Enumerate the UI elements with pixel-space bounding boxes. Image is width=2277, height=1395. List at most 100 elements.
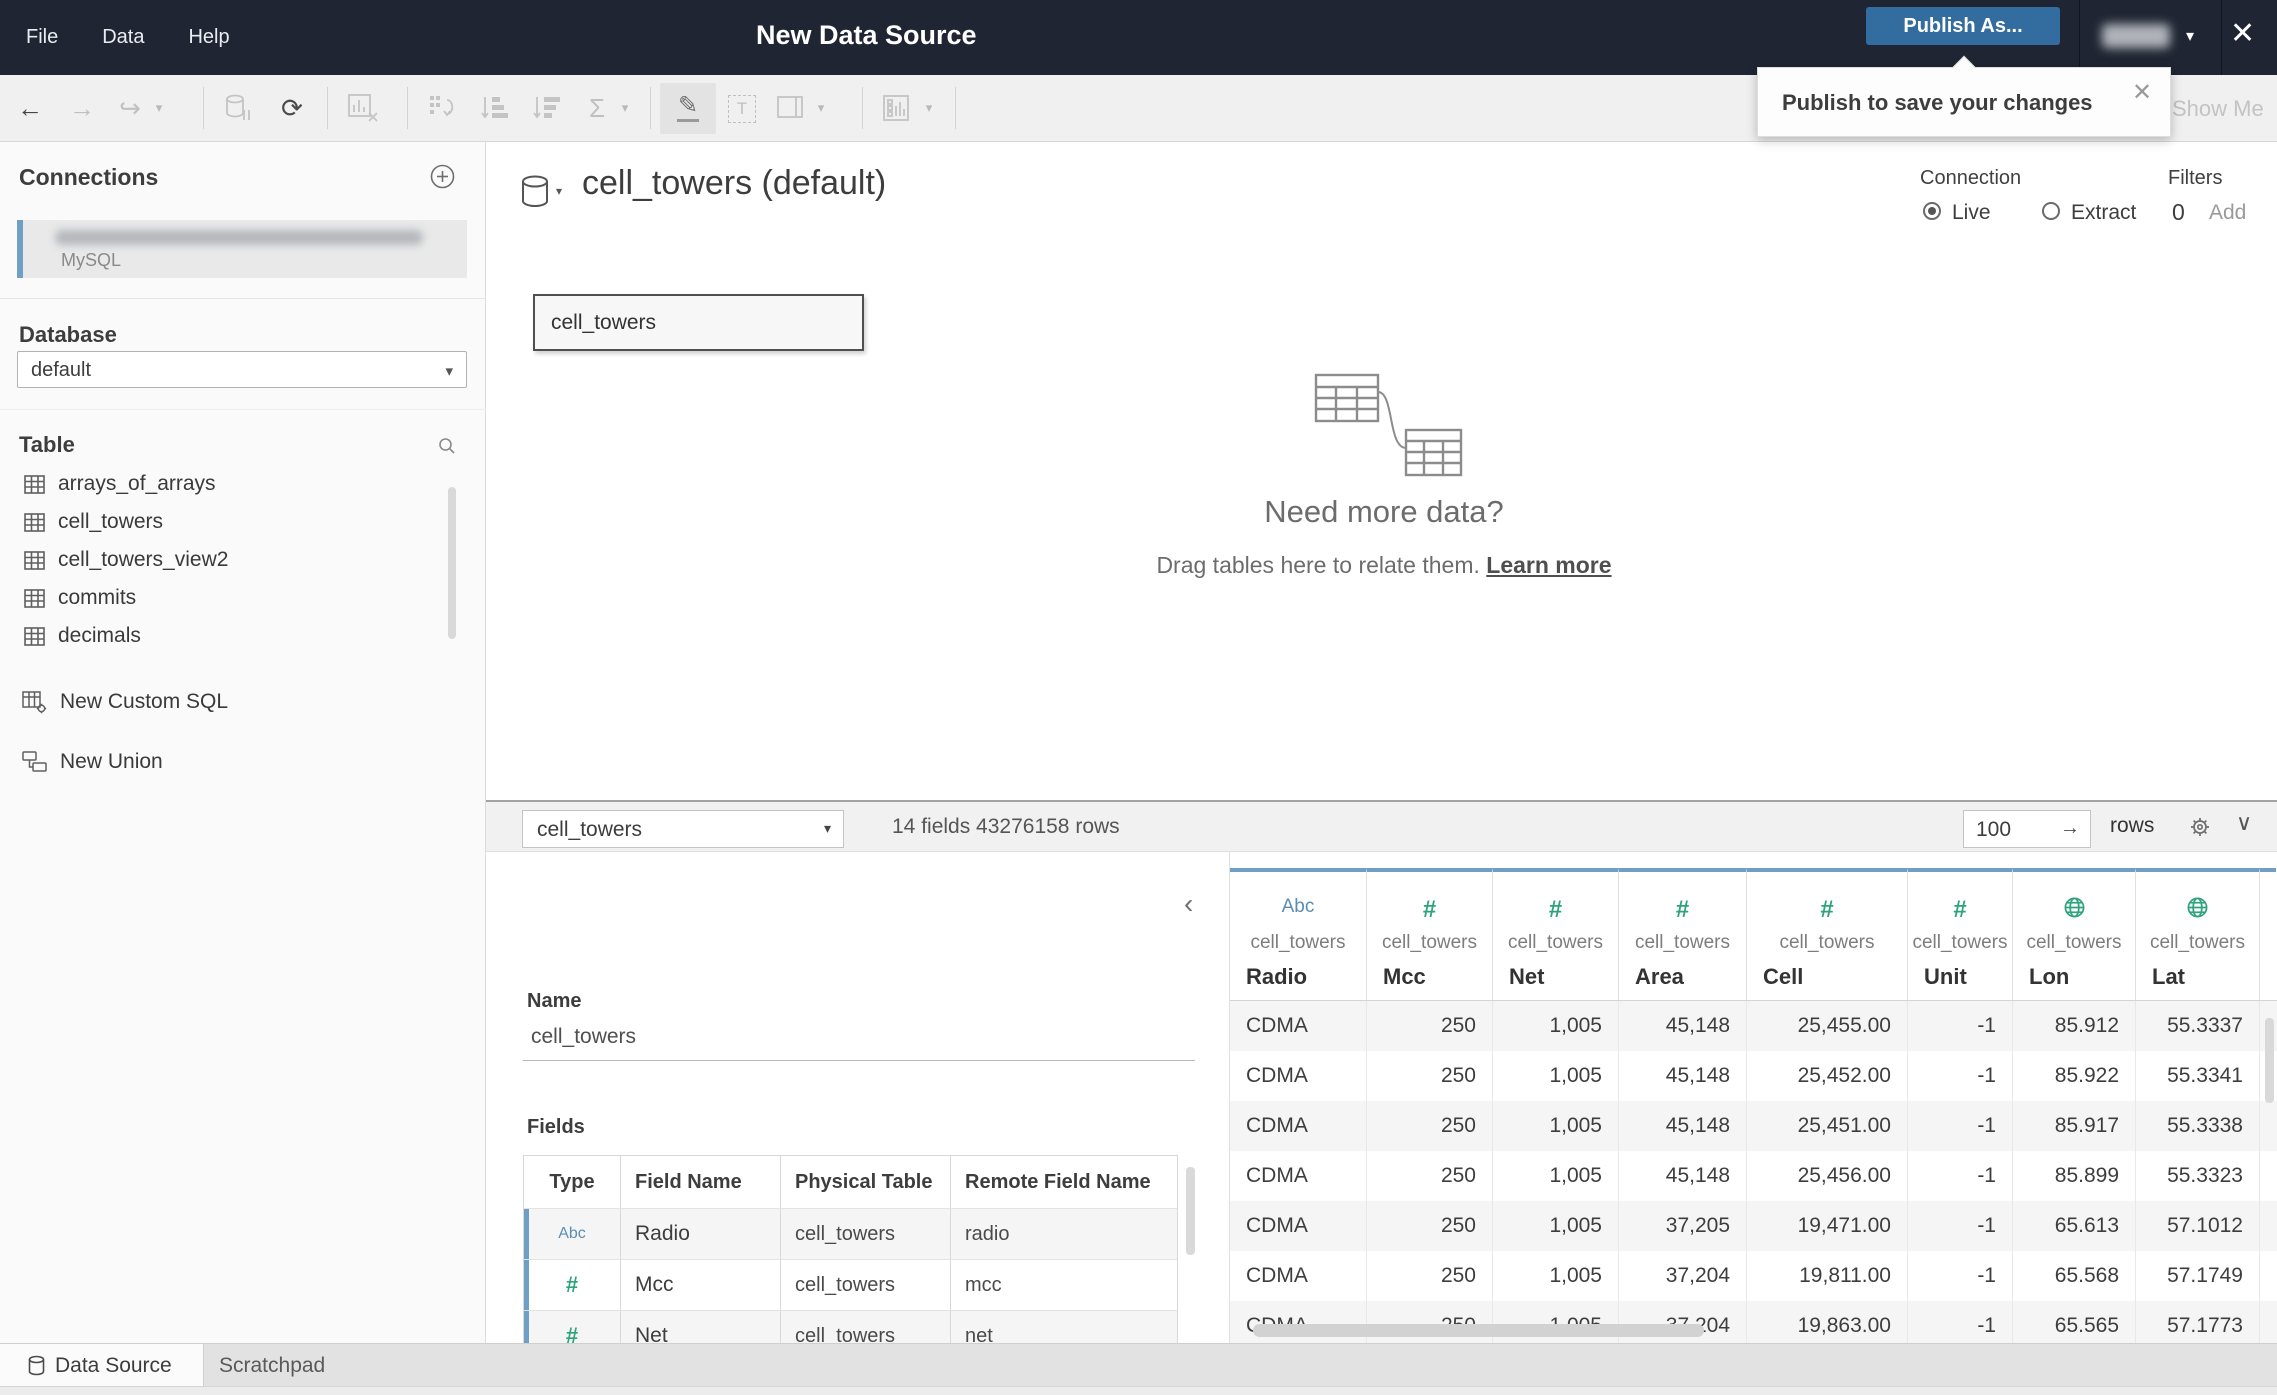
table-row: CDMA 250 1,005 45,148 25,452.00 -1 85.92… — [1230, 1051, 2277, 1101]
grid-vertical-scrollbar[interactable] — [2265, 1018, 2274, 1103]
table-node-cell_towers[interactable]: cell_towers — [533, 294, 864, 351]
sidebar-item-arrays_of_arrays[interactable]: arrays_of_arrays — [0, 465, 460, 503]
cell: 55.3337 — [2136, 1001, 2260, 1051]
status-bar — [0, 1386, 2277, 1395]
grid-column-partial — [2260, 868, 2276, 1000]
learn-more-link[interactable]: Learn more — [1486, 552, 1612, 578]
show-cards-icon[interactable] — [874, 75, 920, 141]
close-window-icon[interactable]: ✕ — [2230, 17, 2256, 50]
tab-scratchpad[interactable]: Scratchpad — [219, 1344, 325, 1387]
sidebar-item-cell_towers_view2[interactable]: cell_towers_view2 — [0, 541, 460, 579]
empty-state-message: Drag tables here to relate them. Learn m… — [1044, 552, 1724, 579]
grid-collapse-chevron-icon[interactable]: ∨ — [2236, 810, 2253, 835]
publish-as-button[interactable]: Publish As... — [1866, 7, 2060, 45]
grid-column-net[interactable]: # cell_towers Net — [1493, 868, 1619, 1000]
grid-column-area[interactable]: # cell_towers Area — [1619, 868, 1747, 1000]
new-custom-sql-button[interactable]: New Custom SQL — [0, 682, 460, 722]
cell: 85.922 — [2013, 1051, 2136, 1101]
apply-row-count-icon[interactable]: → — [2060, 817, 2080, 839]
sidebar-item-cell_towers[interactable]: cell_towers — [0, 503, 460, 541]
cell: -1 — [1908, 1201, 2013, 1251]
toolbar-divider — [862, 87, 863, 129]
replay-button[interactable]: ↪ — [119, 92, 141, 123]
menu-data[interactable]: Data — [102, 26, 145, 48]
swap-rows-columns-icon[interactable] — [420, 75, 466, 141]
redo-button[interactable]: → — [69, 92, 95, 123]
tab-data-source[interactable]: Data Source — [0, 1344, 204, 1387]
cell: 57.1749 — [2136, 1251, 2260, 1301]
grid-column-lon[interactable]: cell_towers Lon — [2013, 868, 2136, 1000]
live-radio[interactable] — [1923, 202, 1941, 220]
extract-radio[interactable] — [2042, 202, 2060, 220]
field-name: Net — [621, 1311, 781, 1361]
menu-file[interactable]: File — [26, 26, 59, 48]
show-me-button[interactable]: Show Me — [2172, 96, 2264, 121]
search-icon[interactable] — [437, 436, 457, 461]
undo-button[interactable]: ← — [17, 92, 43, 123]
row-count-value: 100 — [1976, 818, 2012, 841]
table-select-dropdown[interactable]: cell_towers ▾ — [522, 810, 844, 848]
sidebar-scrollbar[interactable] — [448, 487, 456, 639]
clear-sheet-icon[interactable] — [340, 75, 386, 141]
grid-horizontal-scrollbar[interactable] — [1253, 1324, 1704, 1337]
datasource-pause-icon[interactable] — [216, 75, 260, 141]
field-row-radio[interactable]: Abc Radio cell_towers radio — [524, 1208, 1177, 1259]
show-cards-caret-icon[interactable]: ▾ — [925, 100, 933, 115]
grid-column-unit[interactable]: # cell_towers Unit — [1908, 868, 2013, 1000]
cell: 250 — [1367, 1151, 1493, 1201]
column-name: Unit — [1924, 964, 1967, 989]
user-menu-caret-icon[interactable]: ▾ — [2186, 28, 2195, 45]
row-count-input[interactable]: 100 → — [1963, 810, 2091, 848]
cell: CDMA — [1230, 1301, 1367, 1345]
datasource-cylinder-icon[interactable] — [521, 175, 549, 213]
cell: -1 — [1908, 1001, 2013, 1051]
table-select-caret-icon: ▾ — [823, 820, 831, 836]
datasource-caret-icon[interactable]: ▾ — [556, 184, 563, 198]
cell: 65.565 — [2013, 1301, 2136, 1345]
number-type-icon: # — [1422, 896, 1437, 923]
cell: 1,005 — [1493, 1051, 1619, 1101]
database-selected-value: default — [31, 359, 92, 381]
sidebar-divider — [0, 409, 486, 410]
sidebar-item-commits[interactable]: commits — [0, 579, 460, 617]
text-label-icon[interactable]: T — [728, 95, 756, 123]
menu-help[interactable]: Help — [188, 26, 230, 48]
grid-column-mcc[interactable]: # cell_towers Mcc — [1367, 868, 1493, 1000]
user-menu[interactable] — [2102, 24, 2170, 48]
totals-sigma-icon[interactable]: Σ — [588, 92, 606, 123]
replay-caret-icon[interactable]: ▾ — [155, 100, 163, 115]
row-accent — [524, 1209, 529, 1259]
table-node-label: cell_towers — [551, 310, 657, 334]
new-union-button[interactable]: New Union — [0, 742, 460, 782]
fit-caret-icon[interactable]: ▾ — [817, 100, 825, 115]
sidebar-item-decimals[interactable]: decimals — [0, 617, 460, 655]
grid-column-radio[interactable]: Abc cell_towers Radio — [1230, 868, 1367, 1000]
field-row-mcc[interactable]: # Mcc cell_towers mcc — [524, 1259, 1177, 1310]
database-select[interactable]: default ▾ — [17, 351, 467, 388]
live-label[interactable]: Live — [1952, 201, 1991, 224]
table-row: CDMA 250 1,005 37,204 19,863.00 -1 65.56… — [1230, 1301, 2277, 1345]
connection-item[interactable]: MySQL — [17, 220, 467, 278]
connection-name-redacted — [55, 230, 423, 245]
number-type-icon: # — [1953, 896, 1967, 923]
titlebar-divider — [2079, 0, 2080, 75]
source-table-label: cell_towers — [1507, 932, 1604, 953]
collapse-panel-icon[interactable]: ‹ — [1184, 888, 1194, 919]
cell: 65.568 — [2013, 1251, 2136, 1301]
highlight-button[interactable]: ✎ — [660, 83, 716, 134]
totals-caret-icon[interactable]: ▾ — [621, 100, 629, 115]
filters-add-button[interactable]: Add — [2209, 201, 2247, 224]
refresh-icon[interactable]: ⟳ — [281, 92, 303, 123]
sort-descending-icon[interactable] — [524, 75, 570, 141]
grid-column-cell[interactable]: # cell_towers Cell — [1747, 868, 1908, 1000]
name-value[interactable]: cell_towers — [531, 1025, 637, 1048]
tooltip-close-icon[interactable]: ✕ — [2132, 79, 2153, 106]
database-label: Database — [19, 322, 117, 347]
fit-frame-icon[interactable] — [770, 75, 812, 141]
grid-settings-gear-icon[interactable] — [2188, 815, 2212, 844]
sort-ascending-icon[interactable] — [472, 75, 518, 141]
extract-label[interactable]: Extract — [2071, 201, 2137, 224]
grid-column-lat[interactable]: cell_towers Lat — [2136, 868, 2260, 1000]
add-connection-icon[interactable] — [430, 164, 455, 194]
fields-table-scrollbar[interactable] — [1186, 1167, 1195, 1255]
